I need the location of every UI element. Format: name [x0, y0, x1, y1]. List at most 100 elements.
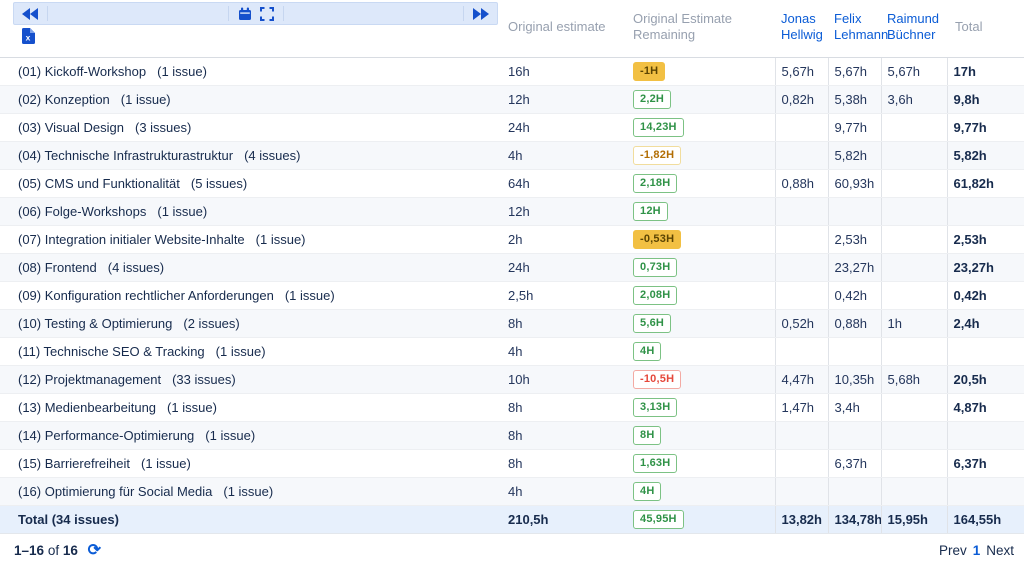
table-row: (09) Konfiguration rechtlicher Anforderu… — [0, 281, 1024, 310]
task-label: (10) Testing & Optimierung — [18, 315, 173, 331]
column-header-felix-lehmann[interactable]: Felix Lehmann — [828, 0, 888, 58]
estimate-remaining-badge: -1,82H — [633, 145, 682, 165]
raimund-hours-cell — [880, 421, 947, 450]
estimate-remaining-cell: -1H — [625, 57, 775, 86]
original-estimate-cell: 24h — [500, 253, 625, 282]
prev-page-button[interactable]: Prev — [938, 543, 967, 558]
task-cell: (06) Folge-Workshops (1 issue) — [0, 197, 500, 226]
task-label: (12) Projektmanagement — [18, 371, 162, 387]
task-label: (05) CMS und Funktionalität — [18, 175, 180, 191]
fullscreen-icon[interactable] — [258, 5, 276, 23]
issue-count: (4 issues) — [244, 147, 301, 163]
estimate-remaining-cell: 12H — [625, 197, 775, 226]
felix-hours-cell: 5,82h — [827, 141, 881, 170]
estimate-remaining-cell: 14,23H — [625, 113, 775, 142]
jonas-hours-cell: 0,52h — [774, 309, 828, 338]
estimate-remaining-cell: 0,73H — [625, 253, 775, 282]
original-estimate-cell: 4h — [500, 141, 625, 170]
column-header-total: Total — [947, 0, 1024, 58]
total-row: Total (34 issues) 210,5h 45,95H 13,82h 1… — [0, 505, 1024, 534]
original-estimate-cell: 10h — [500, 365, 625, 394]
estimate-remaining-badge: 8H — [633, 425, 662, 445]
column-header-original-estimate: Original estimate — [500, 0, 625, 58]
raimund-hours-cell — [880, 141, 947, 170]
result-total: 16 — [62, 542, 78, 558]
estimate-remaining-badge: 2,08H — [633, 285, 678, 305]
jonas-hours-cell — [774, 113, 828, 142]
row-total-cell: 2,53h — [946, 225, 1024, 254]
issue-count: (1 issue) — [215, 343, 266, 359]
issue-count: (5 issues) — [190, 175, 248, 191]
row-total-cell: 2,4h — [946, 309, 1024, 338]
row-total-cell: 0,42h — [946, 281, 1024, 310]
issue-count: (1 issue) — [157, 203, 208, 219]
felix-hours-cell: 5,38h — [827, 85, 881, 114]
row-total-cell: 23,27h — [946, 253, 1024, 282]
raimund-hours-cell: 5,68h — [880, 365, 947, 394]
issue-count: (1 issue) — [141, 455, 191, 471]
estimate-remaining-badge: 2,2H — [633, 89, 672, 109]
estimate-remaining-badge: 3,13H — [633, 397, 678, 417]
column-header-jonas-hellwig[interactable]: Jonas Hellwig — [775, 0, 828, 58]
table-row: (05) CMS und Funktionalität (5 issues) 64… — [0, 169, 1024, 198]
table-row: (07) Integration initialer Website-Inhal… — [0, 225, 1024, 254]
felix-hours-cell — [827, 197, 881, 226]
row-total-cell: 20,5h — [946, 365, 1024, 394]
task-cell: (05) CMS und Funktionalität (5 issues) — [0, 169, 500, 198]
worklog-report: x Original estimate Original Estimate Re… — [0, 0, 1024, 559]
estimate-remaining-cell: 2,08H — [625, 281, 775, 310]
total-jonas: 13,82h — [774, 505, 828, 534]
header-row: x Original estimate Original Estimate Re… — [0, 0, 1024, 58]
task-label: (09) Konfiguration rechtlicher Anforderu… — [18, 287, 274, 303]
issue-count: (3 issues) — [134, 119, 192, 135]
estimate-remaining-badge: 5,6H — [633, 313, 672, 333]
task-cell: (03) Visual Design (3 issues) — [0, 113, 500, 142]
issue-count: (1 issue) — [223, 483, 274, 499]
felix-hours-cell: 0,88h — [827, 309, 881, 338]
page-number-1[interactable]: 1 — [972, 543, 981, 558]
task-label: (02) Konzeption — [18, 91, 110, 107]
previous-period-icon[interactable] — [20, 6, 40, 22]
result-count: 1–16 of 16 ⟳ — [14, 541, 102, 559]
row-total-cell — [946, 337, 1024, 366]
jonas-hours-cell — [774, 421, 828, 450]
estimate-remaining-badge: -0,53H — [633, 229, 682, 249]
issue-count: (2 issues) — [183, 315, 240, 331]
task-label: (07) Integration initialer Website-Inhal… — [18, 231, 245, 247]
column-header-estimate-remaining: Original Estimate Remaining — [625, 0, 775, 58]
issue-count: (1 issue) — [157, 63, 207, 79]
next-page-button[interactable]: Next — [986, 543, 1014, 558]
jonas-hours-cell — [774, 337, 828, 366]
task-cell: (14) Performance-Optimierung (1 issue) — [0, 421, 500, 450]
task-cell: (10) Testing & Optimierung (2 issues) — [0, 309, 500, 338]
table-row: (12) Projektmanagement (33 issues) 10h -1… — [0, 365, 1024, 394]
estimate-remaining-badge: 1,63H — [633, 453, 678, 473]
estimate-remaining-cell: 3,13H — [625, 393, 775, 422]
jonas-hours-cell — [774, 449, 828, 478]
report-table: x Original estimate Original Estimate Re… — [0, 0, 1024, 534]
result-of-label: of — [47, 542, 60, 558]
task-cell: (11) Technische SEO & Tracking (1 issue) — [0, 337, 500, 366]
task-label: (06) Folge-Workshops — [18, 203, 147, 219]
next-period-icon[interactable] — [471, 6, 491, 22]
table-row: (14) Performance-Optimierung (1 issue) 8h… — [0, 421, 1024, 450]
total-felix: 134,78h — [827, 505, 881, 534]
table-row: (10) Testing & Optimierung (2 issues) 8h … — [0, 309, 1024, 338]
table-row: (06) Folge-Workshops (1 issue) 12h 12H — [0, 197, 1024, 226]
toolbar-cell: x — [0, 0, 500, 58]
calendar-icon[interactable] — [236, 5, 254, 23]
task-label: (03) Visual Design — [18, 119, 124, 135]
jonas-hours-cell: 4,47h — [774, 365, 828, 394]
table-row: (15) Barrierefreiheit (1 issue) 8h 1,63H … — [0, 449, 1024, 478]
column-header-raimund-buechner[interactable]: Raimund Büchner — [881, 0, 947, 58]
toolbar-divider — [282, 6, 284, 21]
row-total-cell: 6,37h — [946, 449, 1024, 478]
task-cell: (09) Konfiguration rechtlicher Anforderu… — [0, 281, 500, 310]
excel-export-icon[interactable]: x — [22, 28, 35, 48]
task-cell: (15) Barrierefreiheit (1 issue) — [0, 449, 500, 478]
jonas-hours-cell — [774, 197, 828, 226]
jonas-hours-cell: 1,47h — [774, 393, 828, 422]
original-estimate-cell: 24h — [500, 113, 625, 142]
refresh-icon[interactable]: ⟳ — [87, 541, 102, 559]
estimate-remaining-cell: -1,82H — [625, 141, 775, 170]
